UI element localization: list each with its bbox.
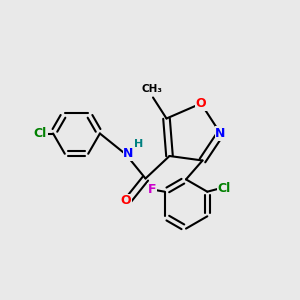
Text: N: N [123,147,134,161]
Text: H: H [134,139,143,149]
Text: methyl: methyl [152,93,157,94]
Text: N: N [215,127,226,140]
Text: Cl: Cl [34,127,47,140]
Text: Cl: Cl [217,182,230,195]
Text: O: O [121,194,131,208]
Text: O: O [196,97,206,110]
Text: F: F [148,183,156,196]
Text: CH₃: CH₃ [141,85,162,94]
